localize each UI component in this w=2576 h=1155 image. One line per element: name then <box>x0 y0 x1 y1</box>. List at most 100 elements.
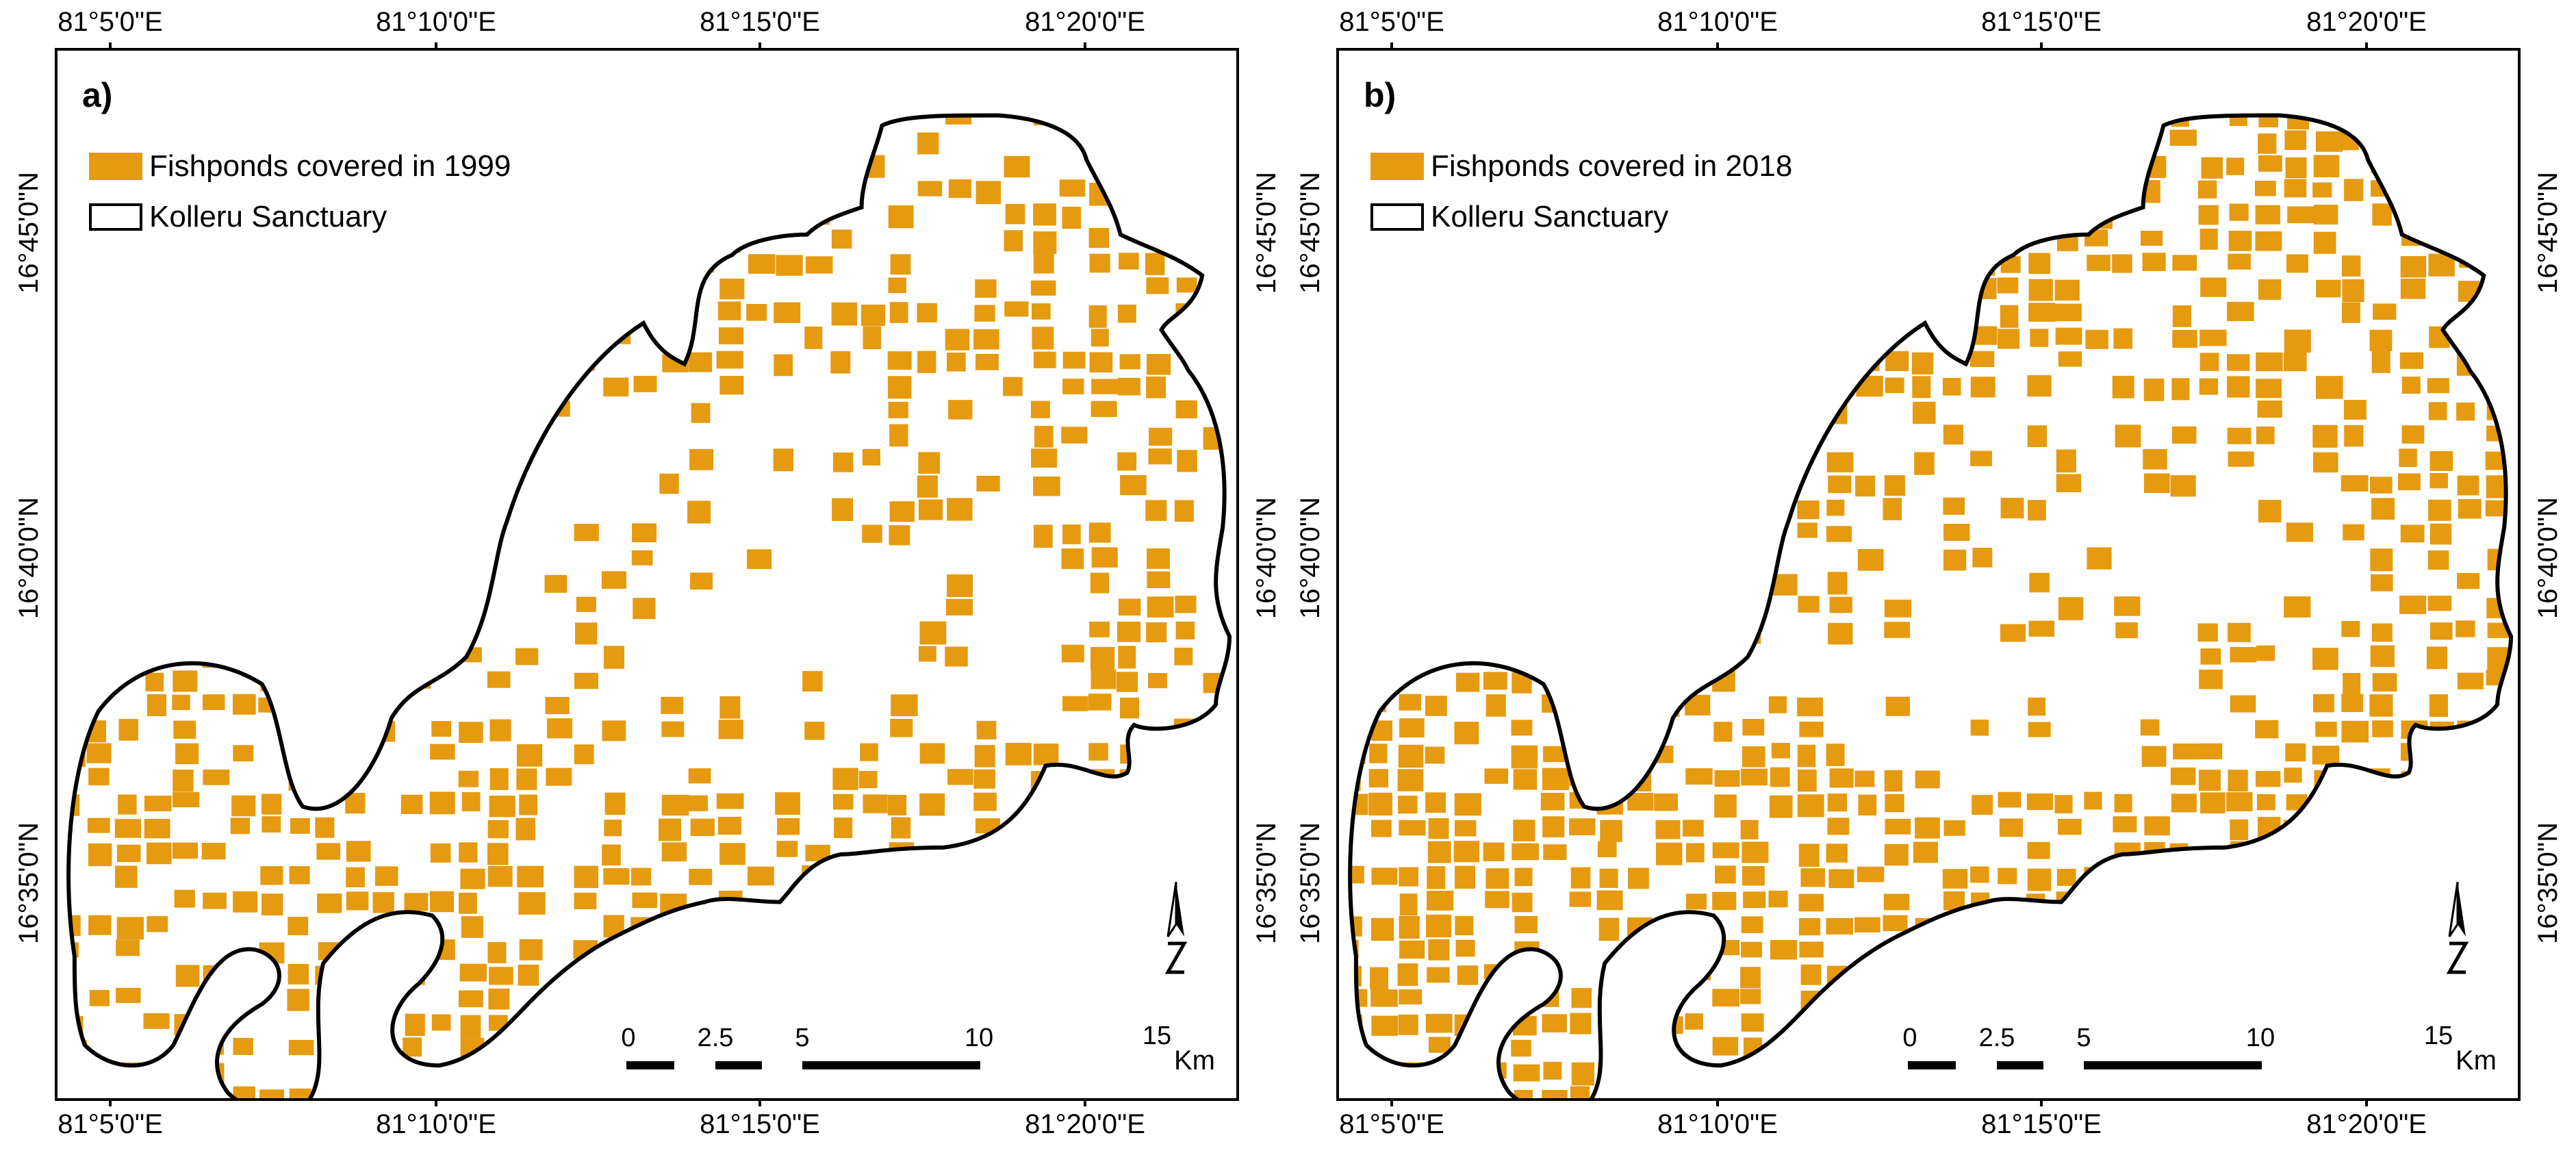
fishpond-patch <box>2144 816 2170 836</box>
fishpond-patch <box>634 301 652 318</box>
fishpond-patch <box>516 1089 536 1098</box>
fishpond-patch <box>2226 354 2250 371</box>
fishpond-patch <box>746 939 766 959</box>
fishpond-patch <box>1206 228 1228 247</box>
fishpond-patch <box>1398 1014 1418 1035</box>
fishpond-patch <box>831 302 858 326</box>
fishpond-patch <box>1350 646 1358 670</box>
fishpond-patch <box>201 253 225 271</box>
fishpond-patch <box>1513 280 1532 301</box>
panel-label: b) <box>1364 76 1397 114</box>
fishpond-patch <box>1857 180 1877 202</box>
fishpond-patch <box>2315 376 2343 399</box>
fishpond-patch <box>945 329 970 351</box>
fishpond-patch <box>690 572 713 590</box>
fishpond-patch <box>1511 1039 1531 1057</box>
fishpond-patch <box>2401 1061 2427 1079</box>
fishpond-patch <box>174 889 195 908</box>
fishpond-patch <box>576 596 596 612</box>
fishpond-patch <box>2087 547 2112 570</box>
fishpond-patch <box>1711 278 1739 295</box>
fishpond-patch <box>1800 180 1820 200</box>
fishpond-patch <box>430 744 455 760</box>
fishpond-patch <box>888 891 913 913</box>
scale-bar-segment <box>1908 1061 1956 1069</box>
fishpond-patch <box>90 450 112 471</box>
fishpond-patch <box>1514 915 1538 934</box>
lon-tick-bottom: 81°15'0"E <box>700 1109 820 1139</box>
fishpond-patch <box>1570 403 1591 421</box>
fishpond-patch <box>1234 892 1236 913</box>
fishpond-patch <box>1427 866 1446 889</box>
fishpond-patch <box>860 743 878 761</box>
fishpond-patch <box>1741 1013 1764 1032</box>
fishpond-patch <box>1796 403 1822 425</box>
fishpond-patch <box>802 671 823 692</box>
fishpond-patch <box>2344 796 2365 819</box>
fishpond-patch <box>231 115 253 127</box>
fishpond-patch <box>1972 795 1993 815</box>
fishpond-patch <box>1800 303 1820 320</box>
fishpond-patch <box>1540 548 1563 569</box>
fishpond-patch <box>2143 448 2167 470</box>
fishpond-patch <box>345 425 367 445</box>
fishpond-patch <box>2256 794 2275 811</box>
fishpond-patch <box>1455 379 1482 396</box>
fishpond-patch <box>2487 768 2511 789</box>
fishpond-patch <box>1427 646 1451 665</box>
fishpond-patch <box>2512 794 2518 815</box>
fishpond-patch <box>633 966 659 987</box>
fishpond-patch <box>2341 621 2360 637</box>
fishpond-patch <box>1826 156 1846 172</box>
lat-tick-left: 16°40'0"N <box>14 497 44 619</box>
fishpond-patch <box>2341 694 2364 713</box>
fishpond-patch <box>831 989 858 1011</box>
fishpond-patch <box>2428 402 2447 420</box>
fishpond-patch <box>2316 1015 2341 1033</box>
fishpond-patch <box>1714 770 1740 787</box>
fishpond-patch <box>1970 866 1989 883</box>
fishpond-patch <box>1350 1065 1366 1082</box>
fishpond-patch <box>1596 890 1623 911</box>
fishpond-patch <box>346 278 368 298</box>
fishpond-patch <box>2312 1041 2331 1061</box>
fishpond-patch <box>288 526 307 545</box>
map-frame <box>1336 48 2521 1101</box>
fishpond-patch <box>2170 767 2196 785</box>
fishpond-patch <box>945 646 968 667</box>
fishpond-patch <box>747 182 768 200</box>
fishpond-patch <box>2399 868 2420 891</box>
fishpond-patch <box>1232 940 1236 957</box>
fishpond-patch <box>1943 1015 1963 1037</box>
fishpond-patch <box>2486 156 2511 172</box>
fishpond-patch <box>400 794 423 814</box>
fishpond-patch <box>917 303 937 322</box>
fishpond-patch <box>774 302 801 323</box>
fishpond-patch <box>1943 305 1965 327</box>
fishpond-patch <box>1398 620 1424 641</box>
fishpond-patch <box>2056 1040 2079 1061</box>
fishpond-patch <box>231 327 251 344</box>
fishpond-patch <box>2170 475 2196 497</box>
fishpond-patch <box>403 598 428 616</box>
fishpond-patch <box>1149 427 1173 446</box>
fishpond-patch <box>1398 744 1424 768</box>
fishpond-patch <box>1942 869 1968 889</box>
fishpond-patch <box>1828 475 1852 494</box>
fishpond-patch <box>918 499 943 520</box>
fishpond-patch <box>1827 353 1849 376</box>
fishpond-patch <box>2197 623 2218 642</box>
fishpond-patch <box>1428 277 1450 296</box>
fishpond-patch <box>2199 1037 2222 1059</box>
fishpond-patch <box>1089 818 1116 835</box>
fishpond-patch <box>1798 843 1820 867</box>
fishpond-patch <box>545 375 569 394</box>
fishpond-patch <box>116 473 136 492</box>
fishpond-patch <box>1626 967 1645 984</box>
fishpond-patch <box>68 646 80 668</box>
fishpond-patch <box>1798 918 1821 936</box>
fishpond-patch <box>2056 228 2078 251</box>
fishpond-patch <box>144 377 164 396</box>
fishpond-patch <box>1542 598 1568 618</box>
fishpond-patch <box>1513 597 1532 615</box>
